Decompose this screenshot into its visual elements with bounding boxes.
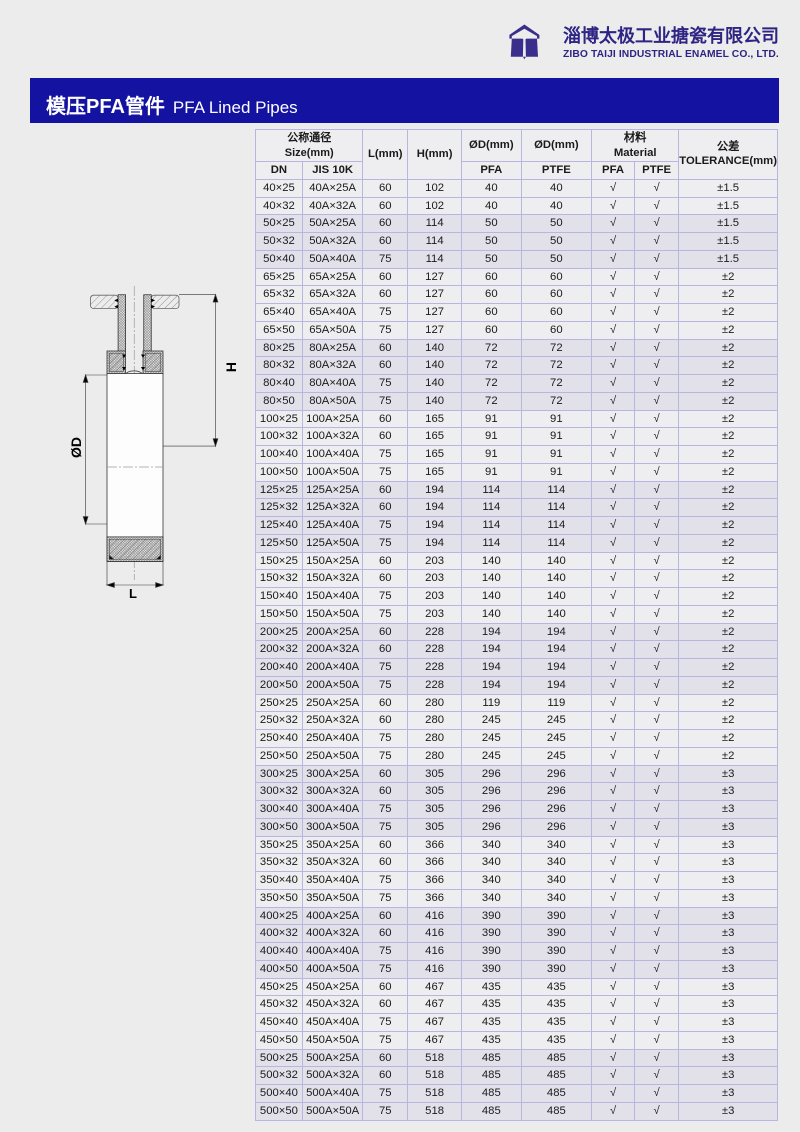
svg-text:L: L (129, 586, 137, 601)
